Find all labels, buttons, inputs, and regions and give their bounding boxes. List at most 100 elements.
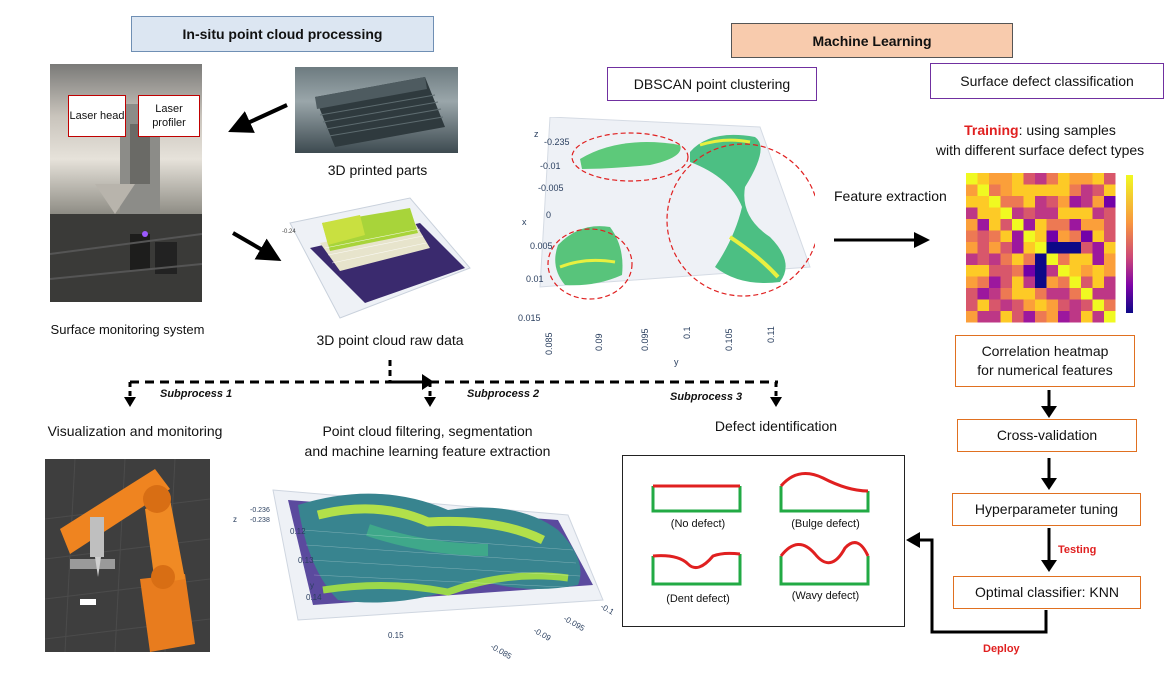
filter-x-tick: -0.095 (562, 614, 587, 633)
dbscan-z-tick: -0.235 (544, 137, 570, 147)
heatmap-cell (1104, 230, 1116, 242)
heatmap-cell (1081, 207, 1093, 219)
heatmap-cell (1023, 196, 1035, 208)
training-keyword: Training (964, 122, 1019, 138)
heatmap-cell (1035, 230, 1047, 242)
heatmap-cell (989, 230, 1001, 242)
heatmap-svg (966, 173, 1133, 323)
heatmap-cell (1035, 311, 1047, 323)
heatmap-cell (1000, 276, 1012, 288)
heatmap-cell (1023, 219, 1035, 231)
printed-parts-art (315, 77, 445, 147)
heatmap-cell (1012, 288, 1024, 300)
heatmap-cell (1104, 242, 1116, 254)
heatmap-cell (1081, 288, 1093, 300)
heatmap-cell (1069, 207, 1081, 219)
heatmap-cell (1058, 196, 1070, 208)
dbscan-z-tick: 0.005 (530, 241, 553, 251)
heatmap-cell (1000, 230, 1012, 242)
heatmap-cell (1104, 288, 1116, 300)
heatmap-cell (966, 219, 978, 231)
heatmap-cell (1046, 184, 1058, 196)
heatmap-cell (966, 242, 978, 254)
heatmap-cell (1046, 311, 1058, 323)
heatmap-cell (989, 253, 1001, 265)
heatmap-cell (1000, 173, 1012, 185)
dbscan-z-tick: 0.01 (526, 274, 544, 284)
heatmap-cell (1012, 219, 1024, 231)
heatmap-cell (1012, 184, 1024, 196)
heatmap-cell (1092, 253, 1104, 265)
printed-parts-caption: 3D printed parts (327, 162, 428, 178)
heatmap-cell (977, 276, 989, 288)
cross-validation-box: Cross-validation (957, 419, 1137, 452)
heatmap-cell (1046, 276, 1058, 288)
heatmap-cell (1046, 253, 1058, 265)
heatmap-cell (1035, 207, 1047, 219)
raw-data-caption: 3D point cloud raw data (316, 332, 464, 348)
heatmap-cell (1046, 242, 1058, 254)
heatmap-cell (1000, 253, 1012, 265)
heatmap-cell (1081, 230, 1093, 242)
heatmap-cell (1104, 219, 1116, 231)
heatmap-cell (1000, 265, 1012, 277)
arrow-to-photo (228, 103, 288, 133)
heatmap-cell (1069, 219, 1081, 231)
heatmap-cell (1092, 173, 1104, 185)
raw-point-cloud-plot: -0.24 (280, 193, 472, 325)
heatmap-cell (1081, 184, 1093, 196)
defect-types-box: (No defect) (Bulge defect) (Dent defect)… (622, 455, 905, 627)
wavy-defect-caption: (Wavy defect) (791, 590, 860, 602)
heatmap-cell (1023, 184, 1035, 196)
heatmap-cell (1035, 196, 1047, 208)
photo-arrows (228, 103, 288, 262)
heatmap-cell (1092, 311, 1104, 323)
heatmap-cell (1023, 299, 1035, 311)
laser-profiler-label: Laser profiler (138, 95, 200, 137)
feature-extraction-caption: Feature extraction (834, 188, 947, 204)
no-defect-caption: (No defect) (670, 518, 726, 530)
heatmap-cell (1104, 311, 1116, 323)
filter-axis-y: y (310, 581, 314, 590)
correlation-line1: Correlation heatmap (981, 343, 1109, 360)
heatmap-cell (1058, 276, 1070, 288)
dbscan-box: DBSCAN point clustering (607, 67, 817, 101)
heatmap-cell (966, 288, 978, 300)
filtering-plot: z y -0.236 -0.238 0.12 0.13 0.14 0.15 -0… (228, 470, 618, 665)
heatmap-cell (977, 173, 989, 185)
dbscan-y-tick: 0.09 (594, 333, 604, 351)
heatmap-cell (977, 311, 989, 323)
heatmap-cell (1069, 311, 1081, 323)
heatmap-cell (1081, 299, 1093, 311)
heatmap-cell (1104, 299, 1116, 311)
heatmap-cell (1081, 253, 1093, 265)
dbscan-y-tick: 0.105 (724, 328, 734, 351)
heatmap-cell (1092, 265, 1104, 277)
heatmap-cell (1035, 173, 1047, 185)
heatmap-cell (989, 299, 1001, 311)
heatmap-cell (1058, 299, 1070, 311)
optimal-classifier-box: Optimal classifier: KNN (953, 576, 1141, 609)
heatmap-cell (1081, 173, 1093, 185)
heatmap-cell (1046, 265, 1058, 277)
heatmap-cell (1069, 196, 1081, 208)
heatmap-cell (966, 196, 978, 208)
hyperparameter-box: Hyperparameter tuning (952, 493, 1141, 526)
heatmap-cell (1035, 219, 1047, 231)
robot-visualization (45, 459, 210, 652)
heatmap-cell (977, 219, 989, 231)
heatmap-cell (977, 230, 989, 242)
dbscan-axis-x: x (522, 217, 527, 227)
heatmap-cell (1012, 196, 1024, 208)
dbscan-z-tick: 0 (546, 210, 551, 220)
visualization-caption: Visualization and monitoring (47, 423, 223, 439)
heatmap-cell (1092, 207, 1104, 219)
in-situ-header: In-situ point cloud processing (131, 16, 434, 52)
heatmap-cell (1023, 253, 1035, 265)
heatmap-cell (989, 196, 1001, 208)
heatmap-cell (1035, 242, 1047, 254)
dbscan-axis-y: y (674, 357, 679, 367)
subprocess-dashed-lines (124, 360, 782, 407)
dbscan-y-tick: 0.11 (766, 326, 776, 343)
defect-identification-caption: Defect identification (714, 418, 838, 434)
